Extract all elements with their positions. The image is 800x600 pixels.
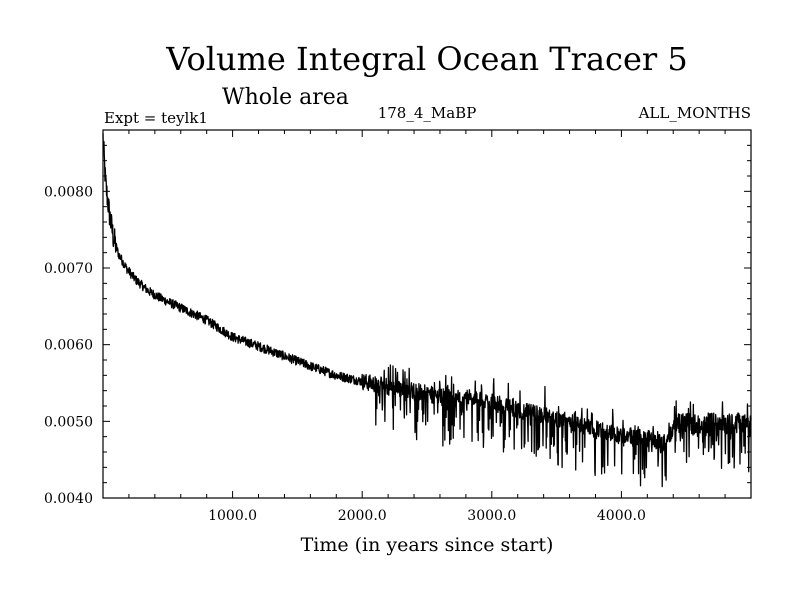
y-tick-label: 0.0060 bbox=[44, 338, 93, 354]
chart-title: Volume Integral Ocean Tracer 5 bbox=[165, 40, 687, 78]
y-tick-labels: 0.0040 0.0050 0.0060 0.0070 0.0080 bbox=[44, 184, 93, 507]
y-tick-label: 0.0070 bbox=[44, 261, 93, 277]
axis-ticks bbox=[103, 130, 751, 498]
x-tick-label: 4000.0 bbox=[597, 508, 646, 524]
x-axis-label: Time (in years since start) bbox=[301, 534, 554, 556]
y-tick-label: 0.0050 bbox=[44, 414, 93, 430]
x-tick-label: 3000.0 bbox=[467, 508, 516, 524]
x-tick-label: 2000.0 bbox=[338, 508, 387, 524]
series-line bbox=[102, 133, 752, 488]
y-tick-label: 0.0040 bbox=[44, 491, 93, 507]
x-tick-labels: 1000.0 2000.0 3000.0 4000.0 bbox=[208, 508, 646, 524]
months-label: ALL_MONTHS bbox=[638, 104, 751, 122]
chart-subtitle: Whole area bbox=[222, 85, 349, 110]
series-layer bbox=[102, 133, 752, 488]
y-tick-label: 0.0080 bbox=[44, 184, 93, 200]
experiment-label: Expt = teylk1 bbox=[104, 109, 208, 127]
x-tick-label: 1000.0 bbox=[208, 508, 257, 524]
period-label: 178_4_MaBP bbox=[378, 104, 477, 122]
